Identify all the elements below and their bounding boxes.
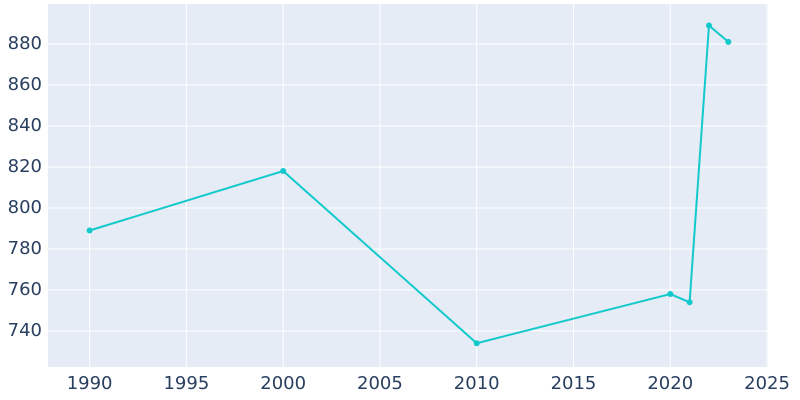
point: [686, 299, 693, 306]
x-tick-label: 1990: [67, 373, 113, 394]
x-tick-label: 2005: [357, 373, 403, 394]
x-tick-label: 2020: [647, 373, 693, 394]
point: [86, 227, 93, 234]
y-tick-label: 780: [8, 238, 42, 259]
y-tick-label: 800: [8, 197, 42, 218]
y-tick-label: 860: [8, 74, 42, 95]
plot-area: [48, 4, 768, 367]
x-tick-label: 2010: [454, 373, 500, 394]
point: [705, 22, 712, 29]
x-tick-label: 2025: [744, 373, 790, 394]
x-tick-label: 2000: [260, 373, 306, 394]
y-tick-label: 840: [8, 115, 42, 136]
y-tick-label: 880: [8, 33, 42, 54]
x-tick-label: 1995: [163, 373, 209, 394]
point: [280, 168, 287, 175]
point: [725, 38, 732, 45]
y-tick-label: 740: [8, 320, 42, 341]
point: [667, 291, 674, 298]
x-tick-label: 2015: [551, 373, 597, 394]
point: [473, 340, 480, 347]
y-tick-label: 820: [8, 156, 42, 177]
y-tick-label: 760: [8, 279, 42, 300]
